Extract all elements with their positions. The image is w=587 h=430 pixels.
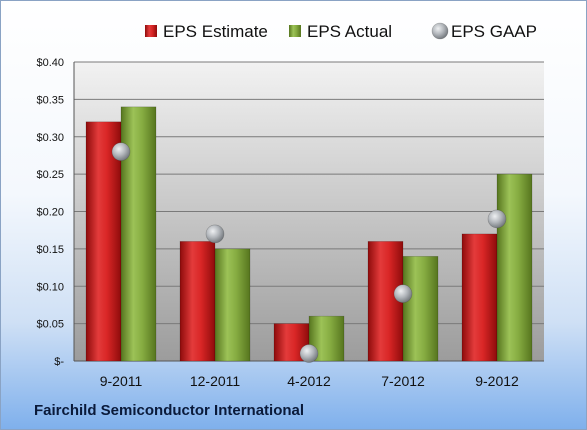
x-tick-label: 9-2012 bbox=[475, 373, 519, 389]
point-eps-gaap bbox=[393, 284, 413, 304]
bar-eps-actual bbox=[214, 248, 251, 362]
x-tick-label: 4-2012 bbox=[287, 373, 331, 389]
point-eps-gaap bbox=[487, 209, 507, 229]
y-tick-label: $- bbox=[54, 356, 64, 368]
x-tick-label: 7-2012 bbox=[381, 373, 425, 389]
bar-eps-actual bbox=[496, 173, 533, 362]
point-eps-gaap bbox=[299, 344, 319, 363]
y-tick-label: $0.05 bbox=[36, 319, 64, 331]
bar-eps-actual bbox=[402, 256, 439, 362]
company-name: Fairchild Semiconductor International bbox=[34, 402, 305, 419]
y-tick-label: $0.35 bbox=[36, 94, 64, 106]
point-eps-gaap bbox=[111, 142, 131, 161]
x-tick-label: 9-2011 bbox=[100, 373, 143, 389]
legend-marker-eps-actual bbox=[289, 25, 301, 37]
y-tick-label: $0.20 bbox=[36, 207, 64, 219]
legend-label-eps-gaap: EPS GAAP bbox=[451, 22, 537, 41]
bar-eps-estimate bbox=[461, 233, 498, 362]
y-tick-label: $0.10 bbox=[36, 281, 64, 293]
bar-eps-estimate bbox=[179, 241, 216, 362]
legend-label-eps-actual: EPS Actual bbox=[307, 22, 392, 41]
bar-eps-actual bbox=[308, 315, 345, 362]
y-tick-label: $0.15 bbox=[36, 244, 64, 256]
bar-eps-estimate bbox=[367, 241, 404, 362]
point-eps-gaap bbox=[205, 224, 225, 244]
bar-eps-actual bbox=[120, 106, 157, 362]
y-tick-label: $0.25 bbox=[36, 169, 64, 181]
y-tick-label: $0.40 bbox=[36, 57, 64, 69]
y-tick-label: $0.30 bbox=[36, 132, 64, 144]
x-tick-label: 12-2011 bbox=[190, 373, 241, 389]
legend-label-eps-estimate: EPS Estimate bbox=[163, 22, 268, 41]
legend-marker-eps-estimate bbox=[145, 25, 157, 37]
legend-marker-eps-gaap bbox=[431, 22, 449, 40]
